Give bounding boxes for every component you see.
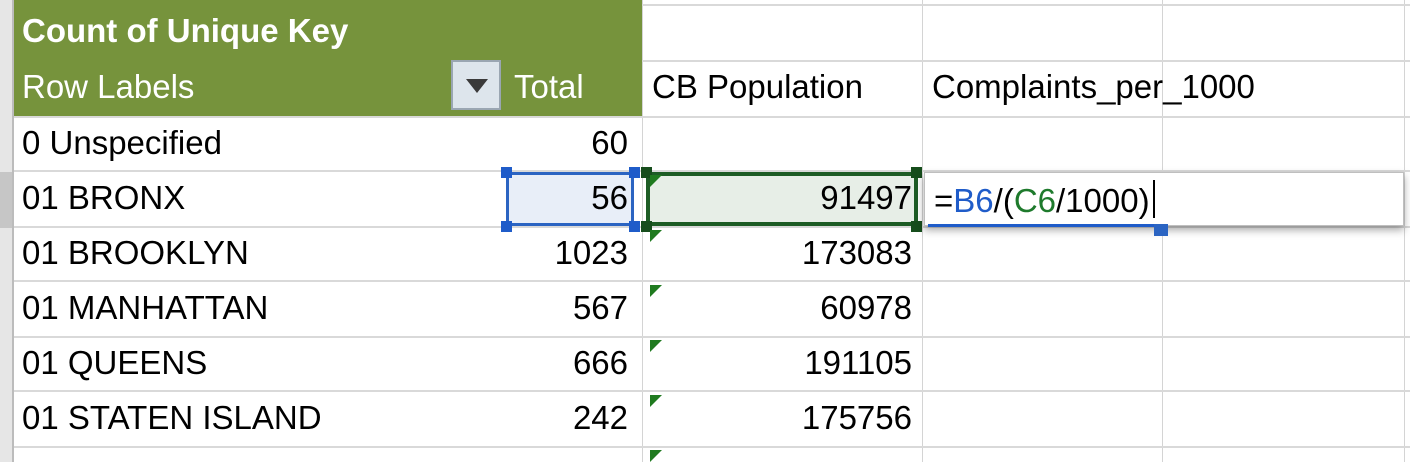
formula-ref-c6: C6	[1013, 182, 1057, 219]
text-number-warning-icon[interactable]	[650, 395, 662, 407]
total-cell[interactable]: 56	[591, 179, 628, 216]
grid-line	[0, 336, 1410, 338]
selection-handle[interactable]	[501, 167, 512, 178]
grid-line	[0, 170, 1410, 172]
pivot-header	[14, 0, 642, 116]
complaints-per-1000-header[interactable]: Complaints_per_1000	[932, 68, 1255, 105]
grid-line	[0, 60, 1410, 62]
formula-mid: /(	[993, 182, 1014, 219]
formula-prefix: =	[934, 182, 954, 219]
text-caret	[1152, 180, 1155, 218]
total-cell[interactable]: 1023	[554, 234, 628, 271]
grid-line	[0, 116, 1410, 118]
dropdown-arrow-icon	[466, 79, 488, 93]
selection-handle[interactable]	[501, 221, 512, 232]
total-cell[interactable]: 60	[591, 124, 628, 161]
formula-suffix: /1000)	[1056, 182, 1150, 219]
text-number-warning-icon[interactable]	[650, 340, 662, 352]
population-cell[interactable]: 175756	[801, 399, 912, 436]
selection-handle[interactable]	[629, 221, 640, 232]
formula-ref-b6: B6	[953, 182, 994, 219]
total-cell[interactable]: 242	[572, 399, 628, 436]
edit-underline	[928, 224, 1164, 227]
selection-handle[interactable]	[911, 167, 922, 178]
row-labels-filter-button[interactable]	[451, 60, 501, 110]
grid-line	[0, 4, 1410, 6]
selection-handle[interactable]	[629, 167, 640, 178]
grid-line	[922, 0, 923, 462]
text-number-warning-icon[interactable]	[650, 175, 662, 187]
cb-population-header[interactable]: CB Population	[652, 68, 863, 105]
text-number-warning-icon[interactable]	[650, 230, 662, 242]
row-label[interactable]: 0 Unspecified	[22, 124, 222, 161]
row-label[interactable]: 01 BRONX	[22, 179, 186, 216]
population-cell[interactable]: 91497	[820, 179, 912, 216]
population-cell[interactable]: 60978	[820, 289, 912, 326]
selection-handle[interactable]	[641, 221, 652, 232]
total-header[interactable]: Total	[514, 68, 584, 105]
edit-handle[interactable]	[1154, 224, 1168, 236]
selected-cell-c6[interactable]	[646, 172, 918, 226]
selection-handle[interactable]	[641, 167, 652, 178]
row-label[interactable]: 01 QUEENS	[22, 344, 208, 381]
total-cell[interactable]: 666	[572, 344, 628, 381]
row-label[interactable]: 01 STATEN ISLAND	[22, 399, 322, 436]
formula-text[interactable]: =B6/(C6/1000)	[934, 180, 1155, 220]
grid-line	[0, 390, 1410, 392]
population-cell[interactable]: 173083	[801, 234, 912, 271]
row-label[interactable]: 01 BROOKLYN	[22, 234, 249, 271]
grid-line	[0, 280, 1410, 282]
row-header-selected[interactable]	[0, 172, 12, 228]
text-number-warning-icon[interactable]	[650, 285, 662, 297]
selection-handle[interactable]	[911, 221, 922, 232]
selected-cell-b6[interactable]	[506, 172, 634, 226]
row-header-strip[interactable]	[0, 0, 14, 462]
pivot-title[interactable]: Count of Unique Key	[22, 12, 349, 49]
grid-line	[1404, 0, 1405, 462]
text-number-warning-icon[interactable]	[650, 450, 662, 462]
row-label[interactable]: 01 MANHATTAN	[22, 289, 269, 326]
grid-line	[0, 226, 1410, 228]
grid-line	[0, 446, 1410, 448]
population-cell[interactable]: 191105	[804, 344, 912, 381]
row-labels-header[interactable]: Row Labels	[22, 68, 195, 105]
total-cell[interactable]: 567	[572, 289, 628, 326]
